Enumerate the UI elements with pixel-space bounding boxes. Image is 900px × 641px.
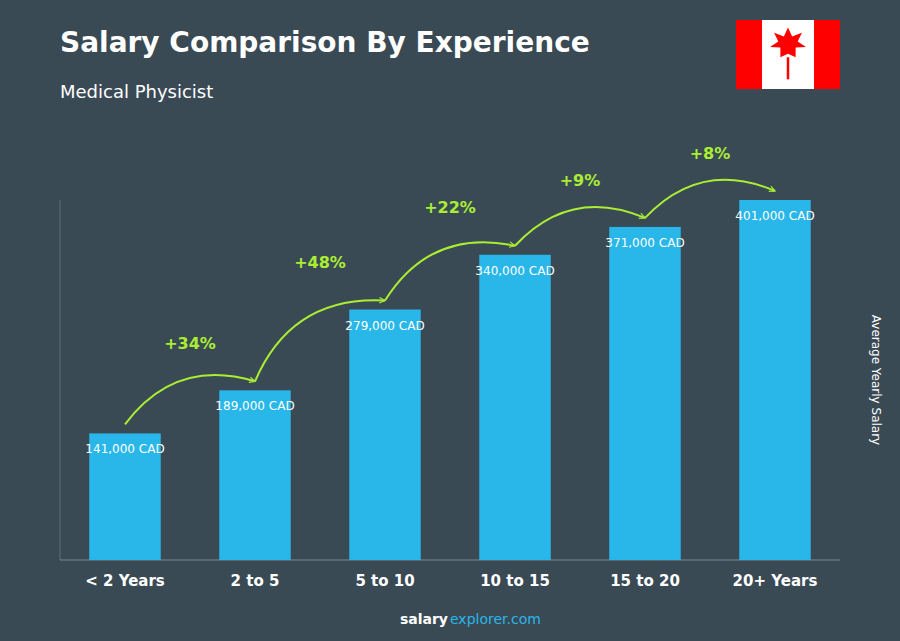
x-axis <box>60 560 840 561</box>
annotation-arrow <box>645 180 775 218</box>
bar <box>609 227 681 560</box>
annotation-arrow <box>515 207 645 246</box>
footer: salary <box>400 611 448 627</box>
title: Salary Comparison By Experience <box>60 26 590 59</box>
flag-center <box>762 20 814 89</box>
annotation: +34% <box>164 334 216 353</box>
x-tick-label: < 2 Years <box>85 572 165 590</box>
bar <box>479 255 551 560</box>
annotation: +22% <box>424 198 476 217</box>
annotation: +48% <box>294 253 346 272</box>
annotation-arrow <box>385 242 515 300</box>
flag-leaf <box>770 28 806 58</box>
flag <box>736 20 840 89</box>
y-axis <box>60 200 61 560</box>
flag-stripe <box>814 20 840 89</box>
x-tick-label: 5 to 10 <box>355 572 414 590</box>
x-tick-label: 20+ Years <box>733 572 818 590</box>
data-label: 401,000 CAD <box>735 209 814 223</box>
y-axis-label: Average Yearly Salary <box>869 315 883 445</box>
footer: explorer.com <box>450 611 541 627</box>
bar <box>349 310 421 560</box>
flag-stripe <box>736 20 762 89</box>
chart-container: Salary Comparison By Experience Medical P… <box>0 0 900 641</box>
data-label: 340,000 CAD <box>475 264 554 278</box>
x-tick-label: 10 to 15 <box>480 572 550 590</box>
subtitle: Medical Physicist <box>60 81 213 102</box>
bar <box>219 390 291 560</box>
bar <box>739 200 811 560</box>
background <box>0 0 900 641</box>
data-label: 189,000 CAD <box>215 399 294 413</box>
data-label: 279,000 CAD <box>345 319 424 333</box>
annotation: +8% <box>690 144 731 163</box>
data-label: 371,000 CAD <box>605 236 684 250</box>
annotation-arrow <box>125 375 255 424</box>
data-label: 141,000 CAD <box>85 442 164 456</box>
annotation-arrow <box>255 300 385 381</box>
x-tick-label: 15 to 20 <box>610 572 680 590</box>
bars <box>89 200 811 560</box>
x-tick-label: 2 to 5 <box>231 572 280 590</box>
chart-svg: Salary Comparison By Experience Medical P… <box>0 0 900 641</box>
flag-stem <box>787 57 790 79</box>
annotation: +9% <box>560 171 601 190</box>
